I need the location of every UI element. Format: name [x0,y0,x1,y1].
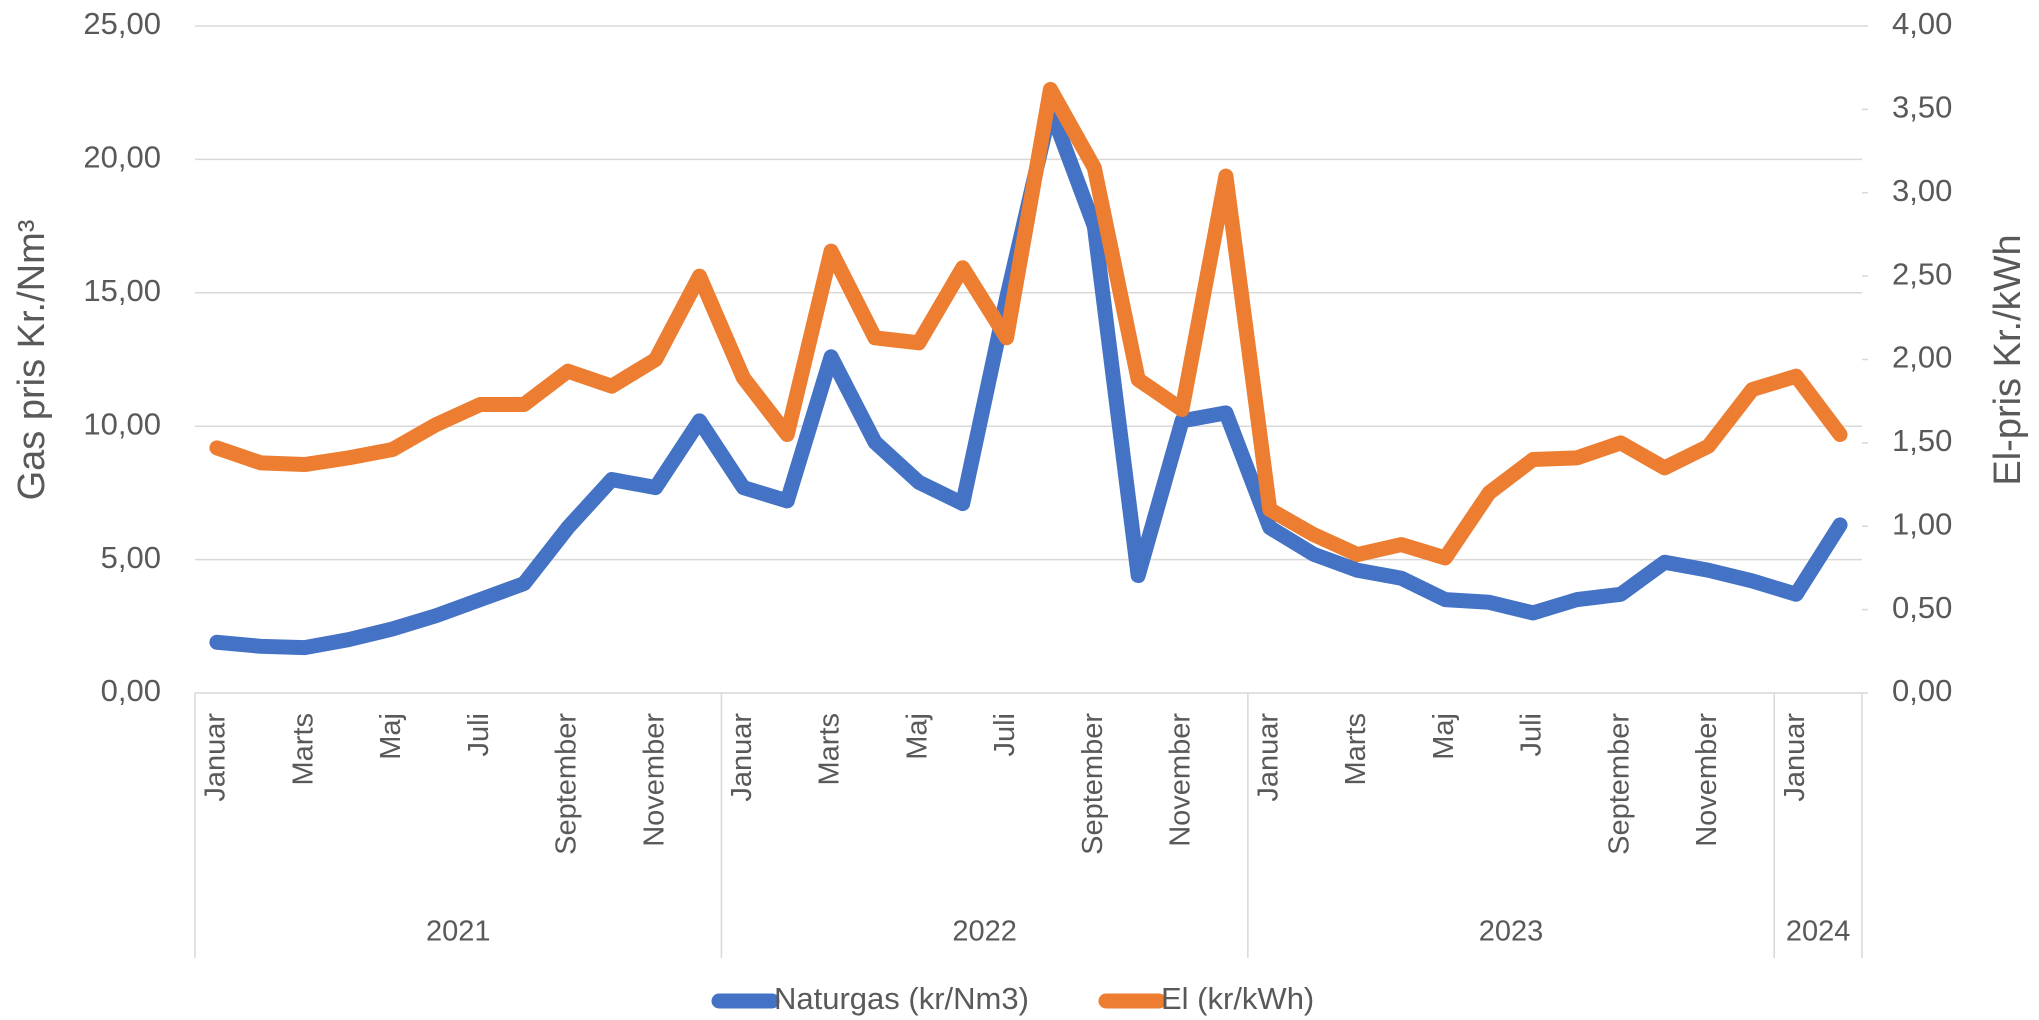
y2-tick-label: 2,00 [1892,340,1952,375]
x-tick-label: September [1077,713,1109,855]
y-tick-label: 0,00 [101,673,161,708]
y2-tick-label: 1,00 [1892,506,1952,541]
x-tick-label: Januar [726,713,758,802]
y-tick-label: 10,00 [83,406,161,441]
y2-tick-label: 3,50 [1892,90,1952,125]
x-tick-label: November [1165,713,1197,847]
x-group-label: 2021 [426,916,491,948]
x-tick-label: September [551,713,583,855]
x-tick-label: Juli [989,713,1021,757]
x-tick-label: Januar [1252,713,1284,802]
x-tick-label: Januar [1779,713,1811,802]
x-group-label: 2022 [952,916,1017,948]
x-group-label: 2023 [1479,916,1544,948]
y2-tick-label: 3,00 [1892,173,1952,208]
x-group-label: 2024 [1786,916,1851,948]
y2-tick-label: 4,00 [1892,6,1952,41]
legend-label: El (kr/kWh) [1161,981,1314,1016]
y2-tick-label: 0,50 [1892,590,1952,625]
x-tick-label: Januar [200,713,232,802]
x-tick-label: Marts [814,713,846,786]
x-tick-label: Marts [1340,713,1372,786]
x-tick-label: September [1603,713,1635,855]
y-tick-label: 5,00 [101,540,161,575]
x-tick-label: Maj [901,713,933,760]
x-tick-label: Maj [375,713,407,760]
y-tick-label: 15,00 [83,273,161,308]
line-series [209,81,1848,566]
x-tick-label: November [638,713,670,847]
y2-tick-label: 2,50 [1892,256,1952,291]
x-tick-label: November [1691,713,1723,847]
y-tick-label: 25,00 [83,6,161,41]
y-tick-label: 20,00 [83,140,161,175]
x-tick-label: Maj [1428,713,1460,760]
x-tick-label: Marts [287,713,319,786]
y-axis-title: Gas pris Kr./Nm³ [11,220,53,501]
y2-axis-title: El-pris Kr./kWh [1987,234,2029,485]
x-tick-label: Juli [1516,713,1548,757]
y2-tick-label: 1,50 [1892,423,1952,458]
legend-label: Naturgas (kr/Nm3) [774,981,1029,1016]
x-tick-label: Juli [463,713,495,757]
y2-tick-label: 0,00 [1892,673,1952,708]
